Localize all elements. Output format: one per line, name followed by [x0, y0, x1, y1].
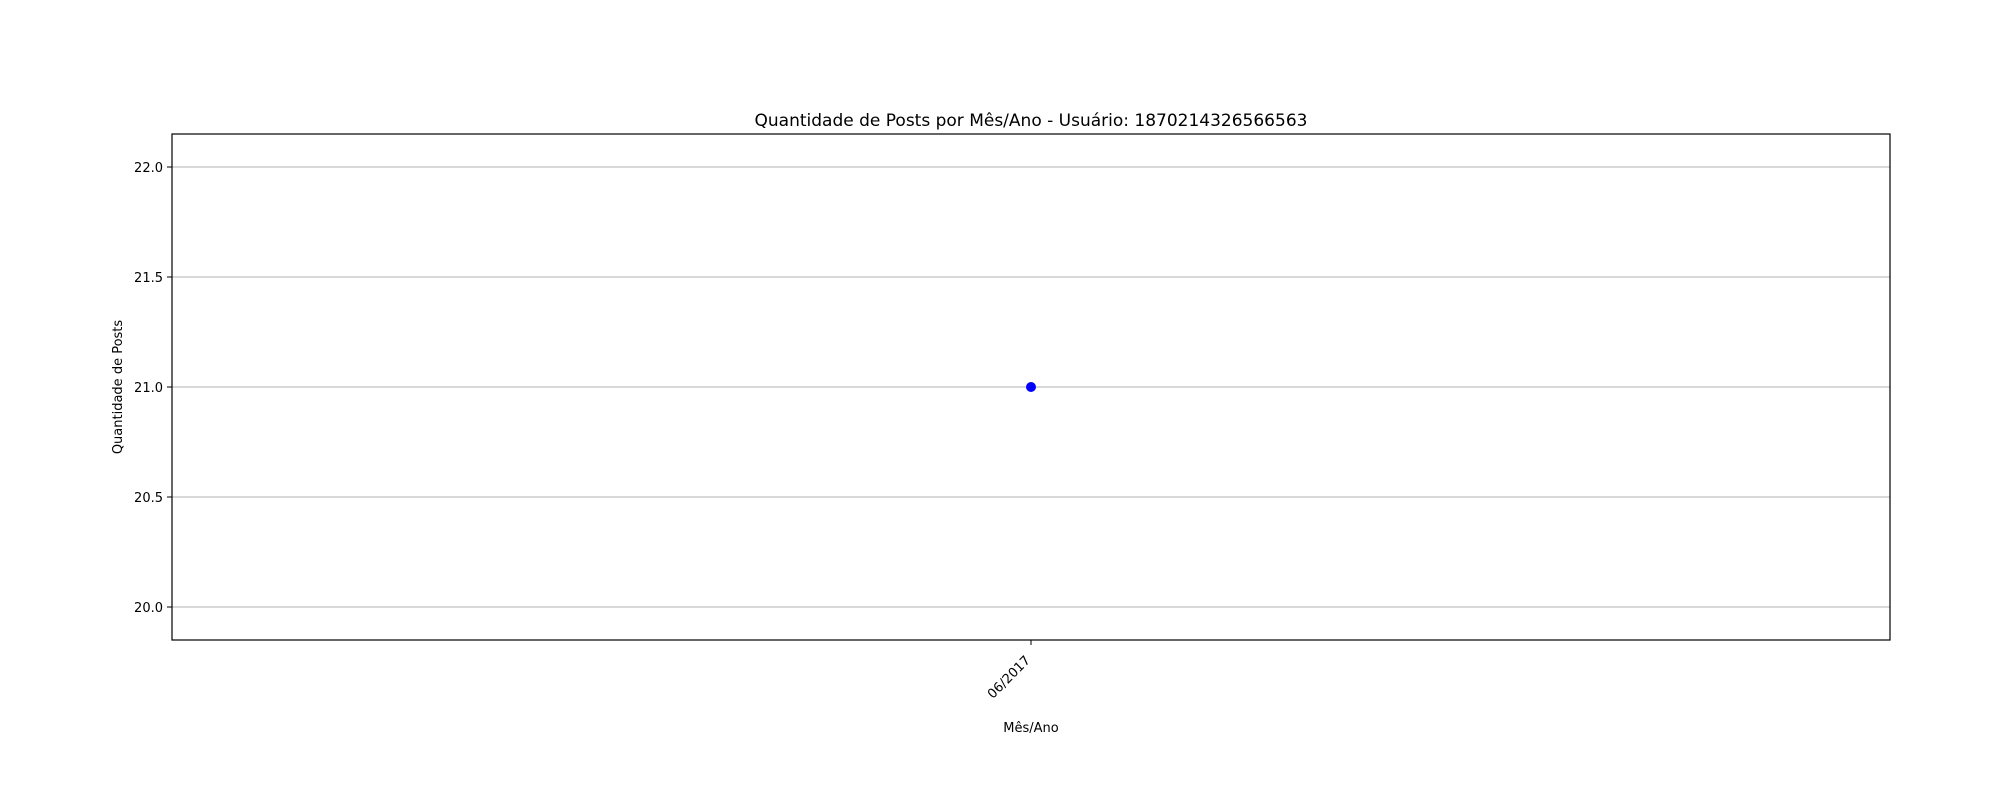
y-tick-label: 22.0 [134, 161, 163, 176]
chart-title: Quantidade de Posts por Mês/Ano - Usuári… [755, 111, 1308, 131]
y-axis-label: Quantidade de Posts [111, 320, 126, 455]
x-axis-label: Mês/Ano [1003, 721, 1058, 736]
y-tick-label: 20.5 [134, 491, 163, 506]
y-axis: 20.0 20.5 21.0 21.5 22.0 [134, 161, 172, 616]
y-tick-label: 21.0 [134, 381, 163, 396]
data-points [1026, 382, 1036, 392]
data-point [1026, 382, 1036, 392]
y-tick-label: 21.5 [134, 271, 163, 286]
y-tick-label: 20.0 [134, 601, 163, 616]
